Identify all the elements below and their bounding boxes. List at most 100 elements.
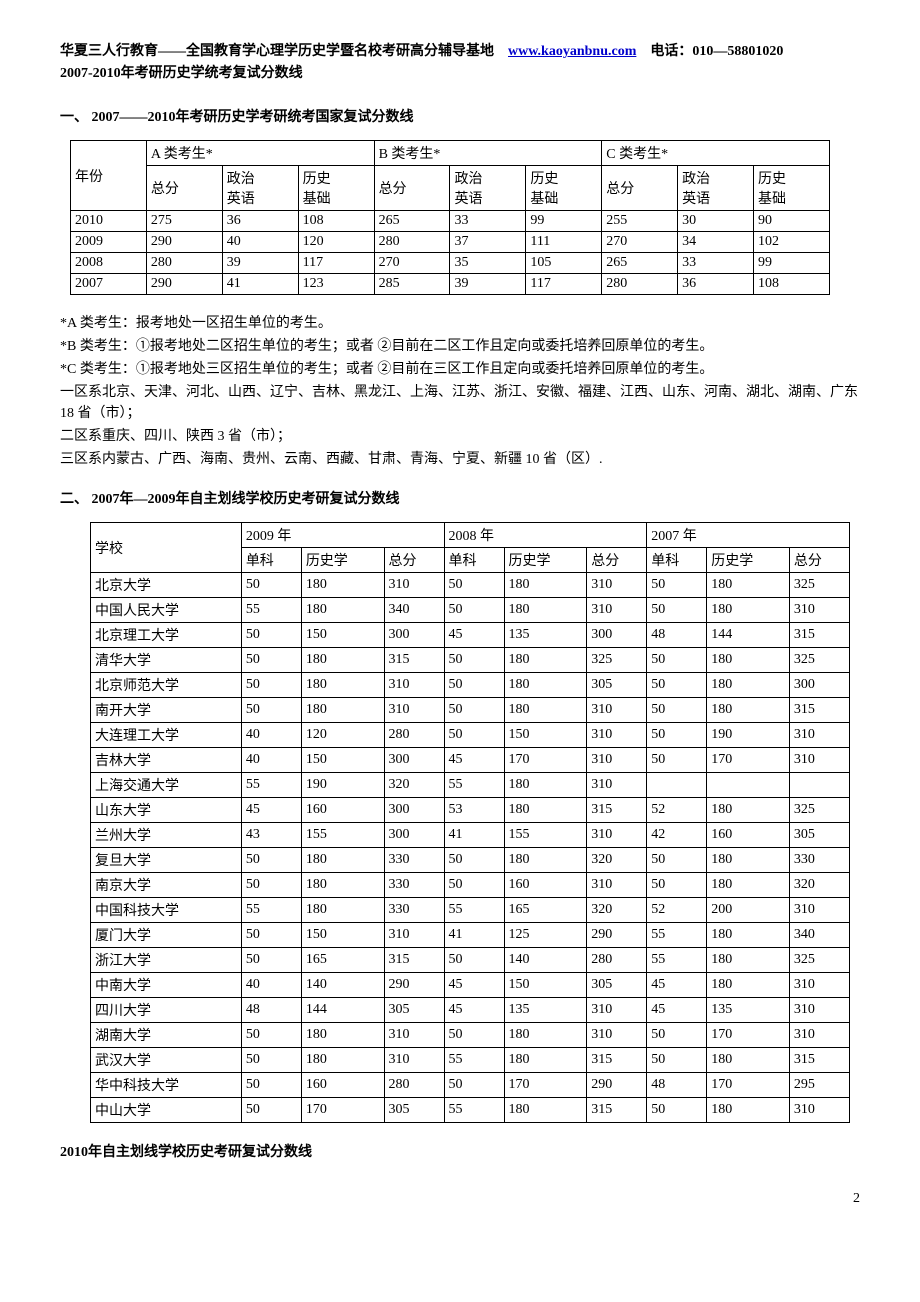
col-total: 总分 — [789, 548, 849, 573]
table-cell: 310 — [384, 923, 444, 948]
table-cell: 315 — [789, 623, 849, 648]
table-cell: 340 — [384, 598, 444, 623]
table-cell: 180 — [504, 648, 587, 673]
table-cell: 90 — [754, 211, 830, 232]
table-row: 学校 2009 年 2008 年 2007 年 — [91, 523, 850, 548]
table-cell: 50 — [647, 1098, 707, 1123]
table-cell: 180 — [504, 698, 587, 723]
table-cell: 300 — [789, 673, 849, 698]
table-cell: 50 — [647, 573, 707, 598]
table-cell: 50 — [647, 698, 707, 723]
group-b-header: B 类考生* — [374, 141, 602, 166]
table-cell: 305 — [384, 998, 444, 1023]
group-a-header: A 类考生* — [146, 141, 374, 166]
table-cell: 190 — [707, 723, 790, 748]
table-cell: 34 — [678, 232, 754, 253]
table-cell: 310 — [587, 748, 647, 773]
table-cell: 2010 — [71, 211, 147, 232]
table-cell: 50 — [241, 1023, 301, 1048]
page-header: 华夏三人行教育——全国教育学心理学历史学暨名校考研高分辅导基地 www.kaoy… — [60, 40, 860, 60]
table-cell: 北京大学 — [91, 573, 242, 598]
table-cell: 330 — [384, 873, 444, 898]
table-cell: 50 — [241, 623, 301, 648]
table-row: 北京师范大学501803105018030550180300 — [91, 673, 850, 698]
table-row: 中国人民大学551803405018031050180310 — [91, 598, 850, 623]
table-cell: 105 — [526, 253, 602, 274]
page-subtitle: 2007-2010年考研历史学统考复试分数线 — [60, 62, 860, 82]
table-cell: 170 — [301, 1098, 384, 1123]
table-cell: 大连理工大学 — [91, 723, 242, 748]
table-cell: 310 — [789, 973, 849, 998]
table-cell: 170 — [504, 748, 587, 773]
table-cell: 2007 — [71, 274, 147, 295]
table-cell: 中南大学 — [91, 973, 242, 998]
table-cell: 180 — [301, 573, 384, 598]
table-cell: 150 — [301, 623, 384, 648]
table-cell: 290 — [146, 232, 222, 253]
table-cell: 123 — [298, 274, 374, 295]
table-cell: 50 — [647, 598, 707, 623]
table-cell: 厦门大学 — [91, 923, 242, 948]
note-line: 二区系重庆、四川、陕西 3 省（市）； — [60, 426, 860, 447]
table-cell: 305 — [587, 673, 647, 698]
table-row: 湖南大学501803105018031050170310 — [91, 1023, 850, 1048]
phone-number: 010—58801020 — [692, 44, 783, 59]
table-cell: 33 — [450, 211, 526, 232]
table-cell: 290 — [146, 274, 222, 295]
table-cell: 170 — [707, 1073, 790, 1098]
table-cell: 50 — [241, 1048, 301, 1073]
table-cell: 180 — [707, 648, 790, 673]
table-cell: 200 — [707, 898, 790, 923]
table-cell: 180 — [301, 673, 384, 698]
table-cell: 310 — [384, 698, 444, 723]
table-cell: 50 — [241, 698, 301, 723]
table-cell: 50 — [647, 648, 707, 673]
table-cell — [707, 773, 790, 798]
table-cell: 清华大学 — [91, 648, 242, 673]
col-total: 总分 — [374, 166, 450, 211]
col-school: 学校 — [91, 523, 242, 573]
table-row: 北京理工大学501503004513530048144315 — [91, 623, 850, 648]
org-name: 华夏三人行教育——全国教育学心理学历史学暨名校考研高分辅导基地 — [60, 44, 494, 59]
table-cell: 45 — [444, 973, 504, 998]
table-cell: 310 — [587, 598, 647, 623]
table-cell: 55 — [444, 773, 504, 798]
table-cell: 320 — [789, 873, 849, 898]
table-cell: 45 — [647, 973, 707, 998]
col-politics-english: 政治 英语 — [450, 166, 526, 211]
table-row: 总分 政治 英语 历史 基础 总分 政治 英语 历史 基础 总分 政治 英语 历… — [71, 166, 830, 211]
table-cell: 50 — [444, 648, 504, 673]
table-cell: 190 — [301, 773, 384, 798]
site-link[interactable]: www.kaoyanbnu.com — [508, 44, 636, 59]
col-history: 历史学 — [707, 548, 790, 573]
national-score-table: 年份 A 类考生* B 类考生* C 类考生* 总分 政治 英语 历史 基础 总… — [70, 140, 830, 295]
table-cell: 武汉大学 — [91, 1048, 242, 1073]
table-cell: 55 — [444, 1098, 504, 1123]
table-cell: 山东大学 — [91, 798, 242, 823]
table-cell: 150 — [301, 748, 384, 773]
table-cell: 180 — [301, 648, 384, 673]
table-cell: 中山大学 — [91, 1098, 242, 1123]
table-cell: 180 — [301, 1048, 384, 1073]
table-cell: 310 — [789, 1023, 849, 1048]
table-cell: 55 — [647, 948, 707, 973]
table-cell: 160 — [301, 798, 384, 823]
table-cell: 50 — [241, 923, 301, 948]
table-cell: 42 — [647, 823, 707, 848]
table-cell: 310 — [587, 823, 647, 848]
table-cell: 280 — [587, 948, 647, 973]
note-line: *B 类考生：①报考地处二区招生单位的考生；或者 ②目前在二区工作且定向或委托培… — [60, 336, 860, 357]
table-cell: 50 — [444, 948, 504, 973]
table-cell: 140 — [301, 973, 384, 998]
table-cell: 180 — [504, 573, 587, 598]
table-cell: 50 — [444, 598, 504, 623]
table-cell: 310 — [789, 1098, 849, 1123]
table-row: 2009290401202803711127034102 — [71, 232, 830, 253]
table-cell: 50 — [444, 673, 504, 698]
note-line: *C 类考生：①报考地处三区招生单位的考生；或者 ②目前在三区工作且定向或委托培… — [60, 359, 860, 380]
table-cell: 50 — [444, 698, 504, 723]
col-single: 单科 — [444, 548, 504, 573]
table-row: 中山大学501703055518031550180310 — [91, 1098, 850, 1123]
table-cell: 315 — [789, 1048, 849, 1073]
table-cell: 310 — [384, 573, 444, 598]
